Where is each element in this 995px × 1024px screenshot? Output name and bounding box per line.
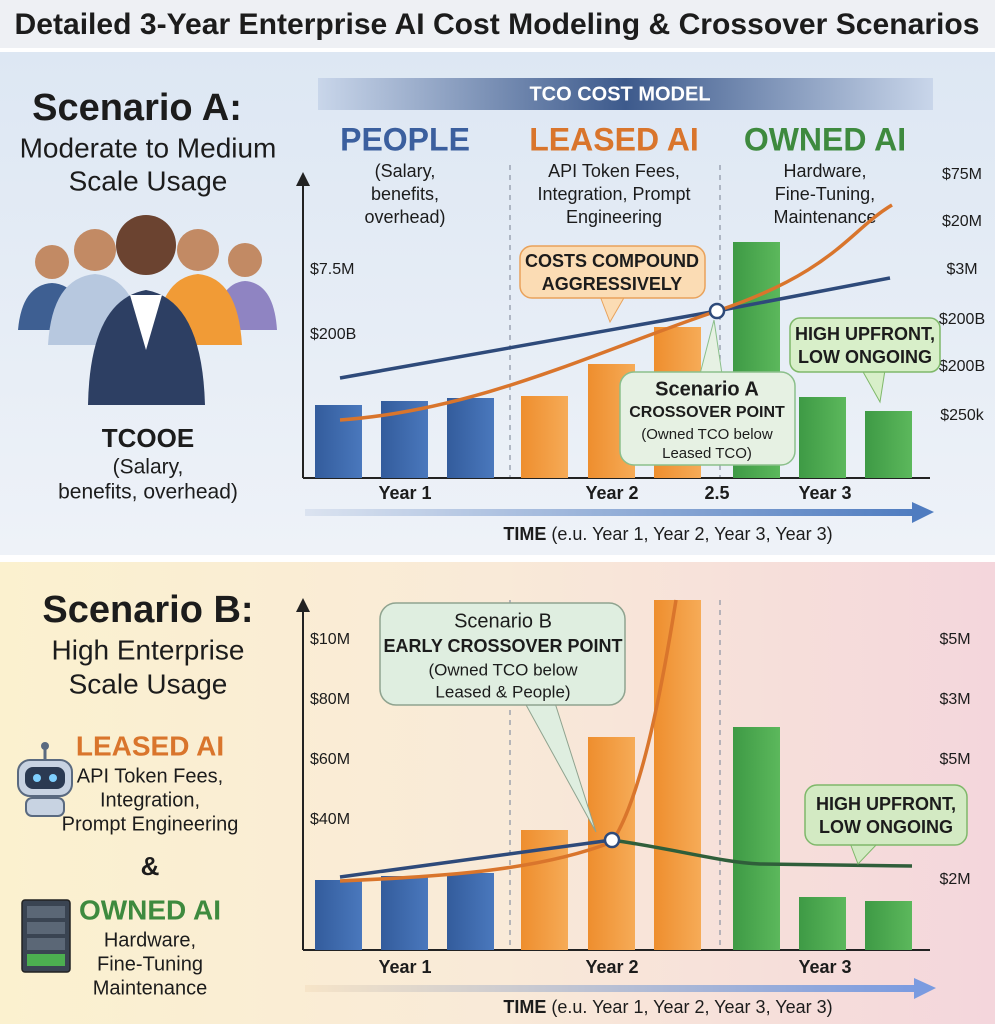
right-axis-label: $3M (939, 691, 970, 708)
server-icon (21, 899, 71, 973)
owned-line: Fine-Tuning (97, 953, 203, 975)
left-axis-label: $200B (310, 326, 356, 343)
right-axis-label: $3M (946, 261, 977, 278)
subtitle: Scale Usage (69, 668, 228, 699)
leased-line (339, 203, 893, 422)
callout-text: AGGRESSIVELY (542, 274, 682, 294)
banner (318, 78, 933, 110)
x-label: Year 3 (798, 483, 851, 503)
owned-line: Hardware, (104, 929, 196, 951)
time-label: TIME (e.u. Year 1, Year 2, Year 3, Year … (503, 524, 832, 544)
left-axis-label: $10M (310, 631, 350, 648)
column-line: Engineering (566, 207, 662, 227)
right-axis-label: $250k (940, 407, 985, 424)
subtitle: High Enterprise (52, 634, 245, 665)
time-label-bold: TIME (503, 524, 546, 544)
leased-line: Prompt Engineering (62, 813, 239, 835)
right-axis-label: $20M (942, 213, 982, 230)
column-title: OWNED AI (744, 121, 906, 157)
callout-text: HIGH UPFRONT, (816, 794, 956, 814)
left-axis-label: $80M (310, 691, 350, 708)
tcooe-label: TCOOE (102, 423, 194, 453)
subtitle: Scale Usage (69, 165, 228, 196)
column-title: LEASED AI (529, 121, 699, 157)
title-bar (0, 0, 995, 48)
owned-title: OWNED AI (79, 894, 221, 925)
callout-text: (Owned TCO below (641, 426, 773, 443)
subtitle: Moderate to Medium (20, 132, 277, 163)
owned-line: Maintenance (93, 977, 208, 999)
right-axis-label: $5M (939, 631, 970, 648)
callout-crossover (619, 319, 796, 466)
left-axis-label: $60M (310, 751, 350, 768)
time-label: TIME (e.u. Year 1, Year 2, Year 3, Year … (503, 997, 832, 1017)
callout-text: Leased TCO) (662, 445, 752, 462)
crossover-point (708, 302, 726, 320)
column-line: (Salary, (375, 161, 436, 181)
people-illustration (18, 215, 277, 405)
x-label: 2.5 (704, 483, 729, 503)
callout-text: Scenario A (655, 378, 759, 400)
column-title: PEOPLE (340, 121, 470, 157)
callout-text: (Owned TCO below (429, 660, 579, 679)
time-arrow (305, 502, 934, 523)
callout-crossover-b (379, 602, 626, 833)
tcooe-line: benefits, overhead) (58, 481, 238, 504)
callout-text: LOW ONGOING (819, 817, 953, 837)
callout-text: CROSSOVER POINT (629, 404, 785, 421)
left-axis-label: $40M (310, 811, 350, 828)
right-axis-label: $2M (939, 871, 970, 888)
leased-line: API Token Fees, (77, 765, 223, 787)
column-line: Fine-Tuning, (775, 184, 875, 204)
x-label: Year 2 (585, 483, 638, 503)
x-label: Year 1 (378, 483, 431, 503)
callout-compound (519, 245, 706, 324)
leased-title: LEASED AI (76, 730, 224, 761)
x-label: Year 1 (378, 957, 431, 977)
time-arrow (305, 978, 936, 999)
column-line: Hardware, (783, 161, 866, 181)
right-axis-label: $5M (939, 751, 970, 768)
right-axis-label: $200B (939, 358, 985, 375)
time-label-rest: (e.u. Year 1, Year 2, Year 3, Year 3) (551, 997, 832, 1017)
callout-text: LOW ONGOING (798, 347, 932, 367)
column-line: API Token Fees, (548, 161, 680, 181)
callout-upfront (789, 317, 941, 404)
leased-line: Integration, (100, 789, 200, 811)
title: Detailed 3-Year Enterprise AI Cost Model… (15, 8, 980, 41)
heading: Scenario B: (42, 589, 253, 631)
robot-icon (17, 742, 73, 817)
column-line: benefits, (371, 184, 439, 204)
ampersand: & (141, 851, 160, 881)
banner-text: TCO COST MODEL (529, 83, 710, 105)
tcooe-line: (Salary, (113, 456, 184, 479)
owned-line (611, 838, 913, 868)
heading: Scenario A: (32, 87, 242, 129)
crossover-point (603, 831, 621, 849)
x-label: Year 3 (798, 957, 851, 977)
column-line: Maintenance (773, 207, 876, 227)
column-line: Integration, Prompt (537, 184, 690, 204)
bars-b (315, 600, 912, 950)
callout-text: Leased & People) (435, 682, 570, 701)
time-label-rest: (e.u. Year 1, Year 2, Year 3, Year 3) (551, 524, 832, 544)
time-label-bold: TIME (503, 997, 546, 1017)
callout-text: HIGH UPFRONT, (795, 324, 935, 344)
column-line: overhead) (364, 207, 445, 227)
callout-text: EARLY CROSSOVER POINT (383, 636, 622, 656)
right-axis-label: $200B (939, 311, 985, 328)
x-label: Year 2 (585, 957, 638, 977)
right-axis-label: $75M (942, 166, 982, 183)
callout-upfront-b (804, 784, 968, 865)
callout-text: Scenario B (454, 610, 552, 632)
left-axis-label: $7.5M (310, 261, 354, 278)
callout-text: COSTS COMPOUND (525, 251, 699, 271)
people-line (339, 838, 613, 879)
